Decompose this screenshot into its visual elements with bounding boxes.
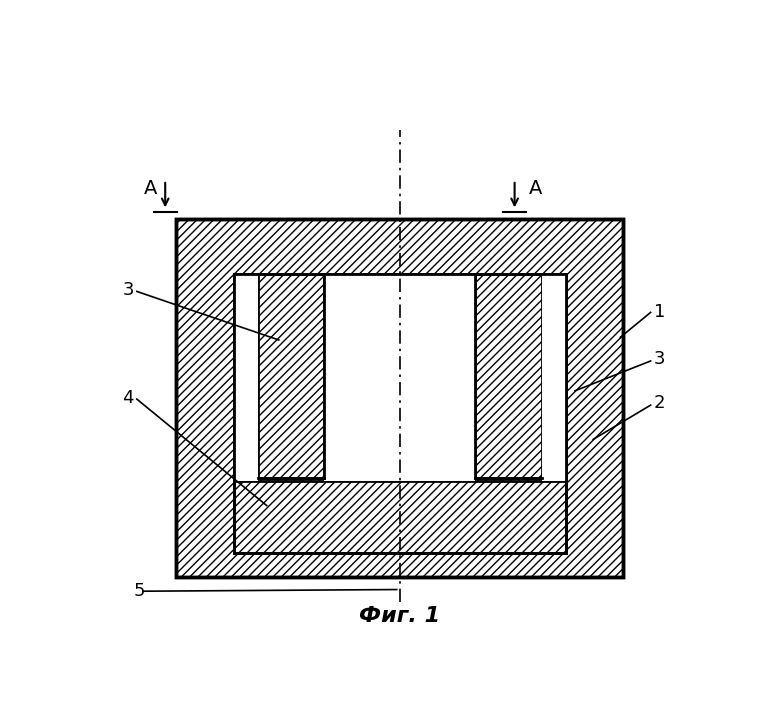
Bar <box>176 219 623 577</box>
Bar <box>542 274 566 481</box>
Text: 4: 4 <box>122 389 134 407</box>
Bar <box>233 274 566 553</box>
Text: 3: 3 <box>654 351 665 369</box>
Text: 5: 5 <box>134 582 145 600</box>
Bar <box>233 274 566 553</box>
Bar <box>233 274 257 481</box>
Bar <box>475 274 542 478</box>
Bar <box>176 219 623 577</box>
Text: 1: 1 <box>654 303 665 321</box>
Text: A: A <box>529 179 542 198</box>
Text: 3: 3 <box>122 281 134 299</box>
Bar <box>233 481 566 553</box>
Text: A: A <box>144 179 157 198</box>
Bar <box>324 274 475 481</box>
Bar <box>257 274 324 478</box>
Text: Фиг. 1: Фиг. 1 <box>359 606 441 626</box>
Text: 2: 2 <box>654 394 665 412</box>
